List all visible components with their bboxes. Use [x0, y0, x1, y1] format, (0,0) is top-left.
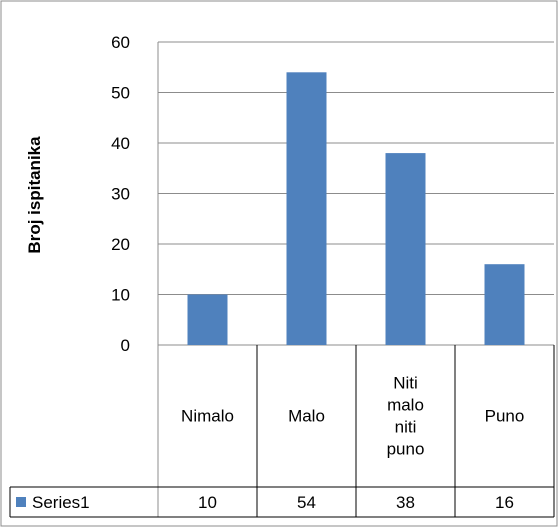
y-tick-label: 30	[111, 185, 130, 204]
y-tick-labels: 0 10 20 30 40 50 60	[111, 33, 130, 355]
data-table-value: 54	[297, 493, 316, 512]
y-axis-title: Broj ispitanika	[25, 136, 44, 254]
x-tick-label: Nimalo	[181, 407, 234, 426]
x-tick-label: Niti malo niti puno	[387, 374, 425, 459]
legend-label: Series1	[32, 493, 90, 512]
y-tick-label: 40	[111, 134, 130, 153]
x-tick-label: Malo	[288, 407, 325, 426]
y-tick-label: 10	[111, 286, 130, 305]
y-tick-label: 50	[111, 84, 130, 103]
y-tick-label: 60	[111, 33, 130, 52]
y-tick-label: 0	[121, 336, 130, 355]
bar	[187, 294, 228, 345]
legend-swatch	[16, 497, 26, 507]
data-table-value: 10	[198, 493, 217, 512]
x-tick-label: Puno	[485, 407, 525, 426]
bar	[286, 72, 327, 346]
bars-group	[187, 72, 525, 346]
data-table-value: 38	[396, 493, 415, 512]
bar	[484, 264, 525, 345]
bar	[385, 153, 426, 345]
y-tick-label: 20	[111, 235, 130, 254]
data-table-value: 16	[495, 493, 514, 512]
data-table: Nimalo Malo Niti malo niti puno Puno Series1 10 5…	[9, 345, 555, 518]
